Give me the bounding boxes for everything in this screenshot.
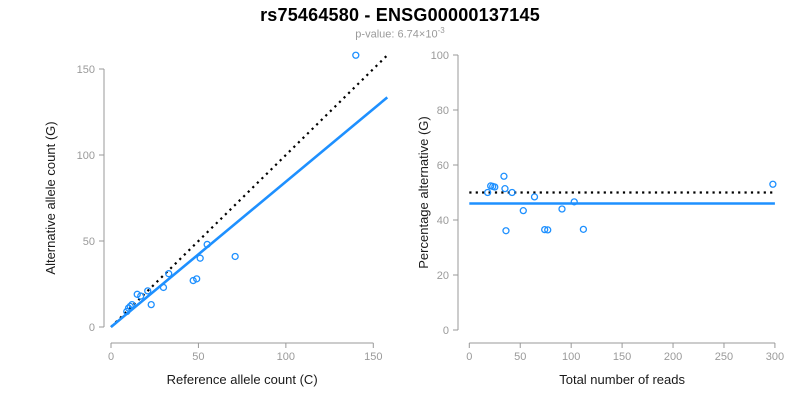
page-subtitle: p-value: 6.74×10-3 <box>0 26 800 41</box>
y-axis-title: Alternative allele count (G) <box>43 121 58 274</box>
x-tick-label: 300 <box>766 351 784 363</box>
data-point <box>579 225 588 234</box>
x-axis-title: Reference allele count (C) <box>167 372 318 387</box>
regression-line <box>110 96 389 328</box>
data-point <box>144 287 152 295</box>
data-point <box>508 188 516 197</box>
left-scatter-plot: 0 50 100 150 0 50 100 150 Reference allele count… <box>43 51 389 387</box>
x-tick-label: 150 <box>613 351 631 363</box>
data-point <box>570 198 578 206</box>
y-tick-label: 100 <box>77 150 95 162</box>
data-point <box>147 300 155 309</box>
y-tick-label: 60 <box>437 160 449 172</box>
y-axis-title: Percentage alternative (G) <box>416 116 431 268</box>
data-point <box>352 51 360 59</box>
x-tick-label: 0 <box>108 351 114 363</box>
right-scatter-plot: 0 20 40 60 80 100 0 50 100 150 200 250 300 Total numb… <box>416 50 784 387</box>
data-point <box>530 193 539 201</box>
data-point <box>137 292 145 300</box>
data-point <box>231 252 239 261</box>
y-tick-label: 50 <box>83 236 95 248</box>
data-point <box>159 283 168 292</box>
p-value-text: p-value: 6.74×10 <box>355 28 438 41</box>
data-point <box>769 180 777 188</box>
y-tick-label: 150 <box>77 64 95 76</box>
x-tick-label: 50 <box>192 351 204 363</box>
x-tick-label: 150 <box>364 351 382 363</box>
x-tick-label: 50 <box>514 351 526 363</box>
data-point <box>501 184 509 193</box>
y-tick-label: 0 <box>89 322 95 334</box>
data-point <box>196 254 204 262</box>
data-point <box>133 290 141 298</box>
data-point <box>558 205 566 213</box>
data-point <box>500 172 508 180</box>
data-point <box>126 302 134 311</box>
data-point <box>519 206 527 215</box>
data-point <box>128 300 136 309</box>
x-tick-label: 200 <box>664 351 682 363</box>
data-point <box>189 276 197 285</box>
data-point <box>491 183 499 191</box>
y-tick-label: 40 <box>437 215 449 227</box>
y-tick-label: 100 <box>431 50 449 62</box>
data-point <box>123 307 131 316</box>
x-tick-label: 0 <box>466 351 472 363</box>
x-tick-label: 100 <box>277 351 295 363</box>
y-tick-label: 0 <box>443 325 449 337</box>
data-point <box>544 226 552 234</box>
data-point <box>203 240 211 249</box>
page-title: rs75464580 - ENSG00000137145 <box>260 5 540 25</box>
y-tick-label: 80 <box>437 105 449 117</box>
y-tick-label: 20 <box>437 270 449 282</box>
identity-line <box>110 54 389 328</box>
data-point <box>483 188 492 197</box>
data-point <box>502 227 510 235</box>
data-point <box>193 275 201 283</box>
x-axis-title: Total number of reads <box>559 372 685 387</box>
x-tick-label: 100 <box>562 351 580 363</box>
p-value-exponent: -3 <box>437 26 445 35</box>
x-tick-label: 250 <box>715 351 733 363</box>
data-point <box>541 225 549 234</box>
data-point <box>165 270 173 278</box>
